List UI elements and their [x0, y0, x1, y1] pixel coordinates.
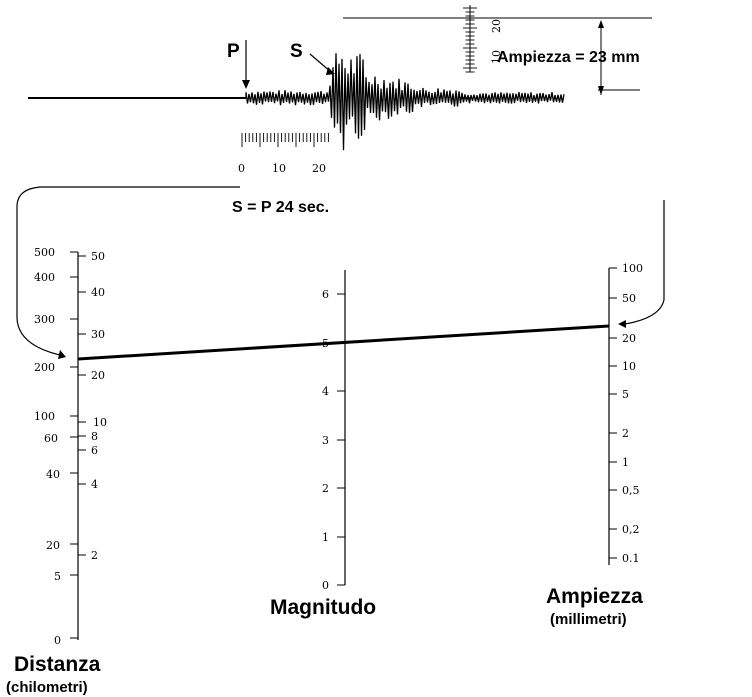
amplitude-tick-50: 50 [622, 292, 636, 305]
magnitude-reading-line [77, 324, 610, 361]
sp-tick-6: 6 [91, 444, 98, 457]
amplitude-tick-5: 5 [622, 388, 629, 401]
amplitude-note: Ampiezza = 23 mm [497, 49, 640, 66]
time-tick-label-10: 10 [272, 162, 286, 175]
sp-tick-10: 10 [93, 416, 107, 429]
millimeter-ruler [463, 5, 477, 73]
amplitude-arrow-up [598, 20, 604, 28]
amplitude-tick-0-2: 0,2 [622, 523, 640, 536]
distance-tick-20: 20 [46, 539, 60, 552]
magnitude-tick-3: 3 [322, 434, 329, 447]
distance-tick-60: 60 [44, 432, 58, 445]
magnitude-axis: 0 1 2 3 4 5 6 Magnitudo [270, 270, 376, 619]
amplitude-bracket-right [624, 200, 665, 325]
amplitude-bracket-arrow [618, 320, 626, 328]
magnitude-axis-title: Magnitudo [270, 596, 376, 619]
distance-tick-500: 500 [34, 246, 55, 259]
magnitude-tick-2: 2 [322, 482, 329, 495]
distance-axis: 500 400 300 200 100 60 40 20 5 0 50 40 3… [6, 246, 107, 696]
amplitude-tick-2: 2 [622, 427, 629, 440]
nomogram: 500 400 300 200 100 60 40 20 5 0 50 40 3… [6, 246, 643, 696]
s-wave-label: S [290, 41, 303, 62]
sp-tick-8: 8 [91, 430, 98, 443]
sp-bracket-left [16, 186, 240, 356]
distance-axis-title: Distanza [14, 653, 101, 676]
sp-tick-20: 20 [91, 369, 105, 382]
seismic-wave-trace [245, 53, 565, 151]
time-tick-label-20: 20 [312, 162, 326, 175]
sp-bracket-arrow [58, 350, 66, 359]
amplitude-tick-0-1: 0.1 [622, 552, 640, 565]
amplitude-axis-title: Ampiezza [546, 585, 643, 608]
magnitude-tick-6: 6 [322, 288, 329, 301]
sp-tick-4: 4 [91, 478, 98, 491]
distance-tick-40: 40 [46, 468, 60, 481]
sp-tick-50: 50 [91, 250, 105, 263]
sp-tick-2: 2 [91, 549, 98, 562]
amplitude-tick-100: 100 [622, 262, 643, 275]
magnitude-tick-4: 4 [322, 385, 329, 398]
distance-axis-subtitle: (chilometri) [6, 679, 88, 696]
time-ruler [241, 133, 329, 147]
distance-tick-300: 300 [34, 313, 55, 326]
amplitude-axis: 100 50 20 10 5 2 1 0,5 0,2 0.1 Ampiezza … [546, 262, 643, 628]
amplitude-tick-20: 20 [622, 332, 636, 345]
amplitude-tick-1: 1 [622, 456, 629, 469]
distance-tick-400: 400 [34, 271, 55, 284]
distance-tick-200: 200 [34, 361, 55, 374]
magnitude-tick-0: 0 [322, 579, 329, 592]
mm-tick-label-10: 10 [490, 50, 503, 64]
amplitude-tick-10: 10 [622, 360, 636, 373]
distance-tick-100: 100 [34, 410, 55, 423]
distance-tick-0: 0 [54, 634, 61, 647]
mm-tick-label-20: 20 [490, 19, 503, 33]
s-arrow-head [326, 67, 335, 75]
sp-tick-40: 40 [91, 286, 105, 299]
amplitude-axis-subtitle: (millimetri) [550, 611, 627, 628]
p-wave-label: P [227, 41, 240, 62]
amplitude-tick-0-5: 0,5 [622, 484, 640, 497]
sp-interval-note: S = P 24 sec. [232, 199, 329, 216]
time-tick-label-0: 0 [238, 162, 245, 175]
seismogram: P S Ampiezza = 23 mm 10 20 0 10 20 S = P… [16, 5, 665, 359]
distance-tick-5: 5 [54, 570, 61, 583]
sp-tick-30: 30 [91, 328, 105, 341]
magnitude-tick-1: 1 [322, 531, 329, 544]
amplitude-arrow-down [598, 86, 604, 95]
p-arrow-head [242, 80, 250, 89]
